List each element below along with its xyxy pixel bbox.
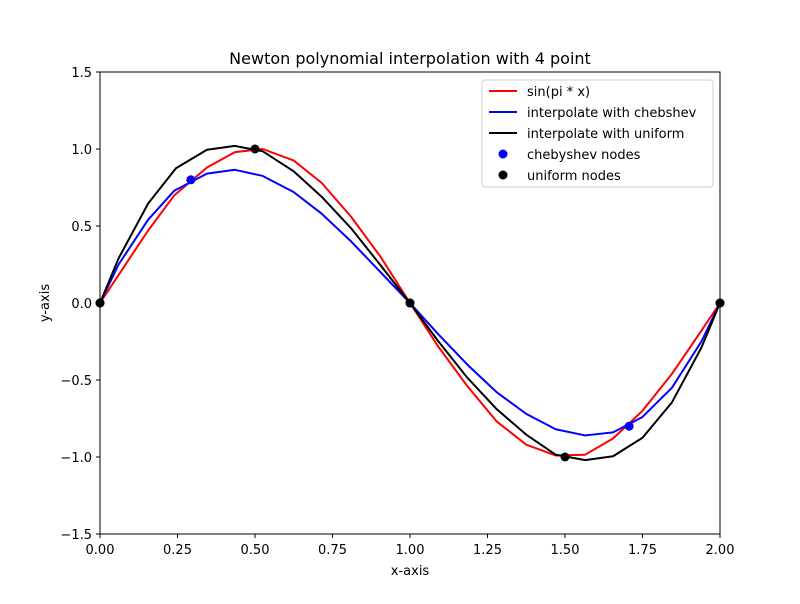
series-layer: [95, 144, 725, 462]
x-tick-label: 0.50: [241, 543, 270, 558]
legend-label-uniform-nodes: uniform nodes: [527, 169, 621, 184]
point-chebyshev-nodes: [186, 175, 196, 185]
legend-swatch-chebyshev-nodes: [498, 149, 508, 159]
legend-label-interpolate-with-chebshev: interpolate with chebshev: [527, 106, 697, 121]
x-ticks: 0.00 0.25 0.50 0.75 1.00 1.25 1.50 1.75 2.00: [86, 534, 735, 558]
point-uniform-nodes: [560, 452, 570, 462]
x-tick-label: 2.00: [706, 543, 735, 558]
y-tick-label: 1.5: [71, 66, 92, 81]
legend-box: [481, 79, 714, 188]
x-tick-label: 1.50: [551, 543, 580, 558]
point-uniform-nodes: [405, 298, 415, 308]
x-axis-label: x-axis: [391, 564, 430, 579]
x-tick-label: 0.00: [86, 543, 115, 558]
y-tick-label: 0.0: [71, 297, 92, 312]
legend-label-interpolate-with-uniform: interpolate with uniform: [527, 127, 684, 142]
legend: sin(pi * x) interpolate with chebshev inte…: [481, 79, 714, 188]
point-chebyshev-nodes: [624, 421, 634, 431]
y-tick-label: −0.5: [60, 374, 92, 389]
x-tick-label: 1.00: [396, 543, 425, 558]
y-ticks: −1.5 −1.0 −0.5 0.0 0.5 1.0 1.5: [60, 66, 100, 543]
legend-label-sin-pi-x: sin(pi * x): [527, 85, 590, 100]
x-tick-label: 1.75: [628, 543, 657, 558]
legend-label-chebyshev-nodes: chebyshev nodes: [527, 148, 641, 163]
y-tick-label: −1.5: [60, 528, 92, 543]
y-tick-label: −1.0: [60, 451, 92, 466]
chart-title: Newton polynomial interpolation with 4 p…: [229, 49, 591, 68]
y-axis-label: y-axis: [38, 284, 53, 322]
legend-items: sin(pi * x) interpolate with chebshev inte…: [489, 85, 697, 184]
y-tick-label: 0.5: [71, 220, 92, 235]
point-uniform-nodes: [250, 144, 260, 154]
x-tick-label: 1.25: [473, 543, 502, 558]
x-tick-label: 0.25: [163, 543, 192, 558]
x-tick-label: 0.75: [318, 543, 347, 558]
y-tick-label: 1.0: [71, 143, 92, 158]
legend-swatch-uniform-nodes: [498, 170, 508, 180]
